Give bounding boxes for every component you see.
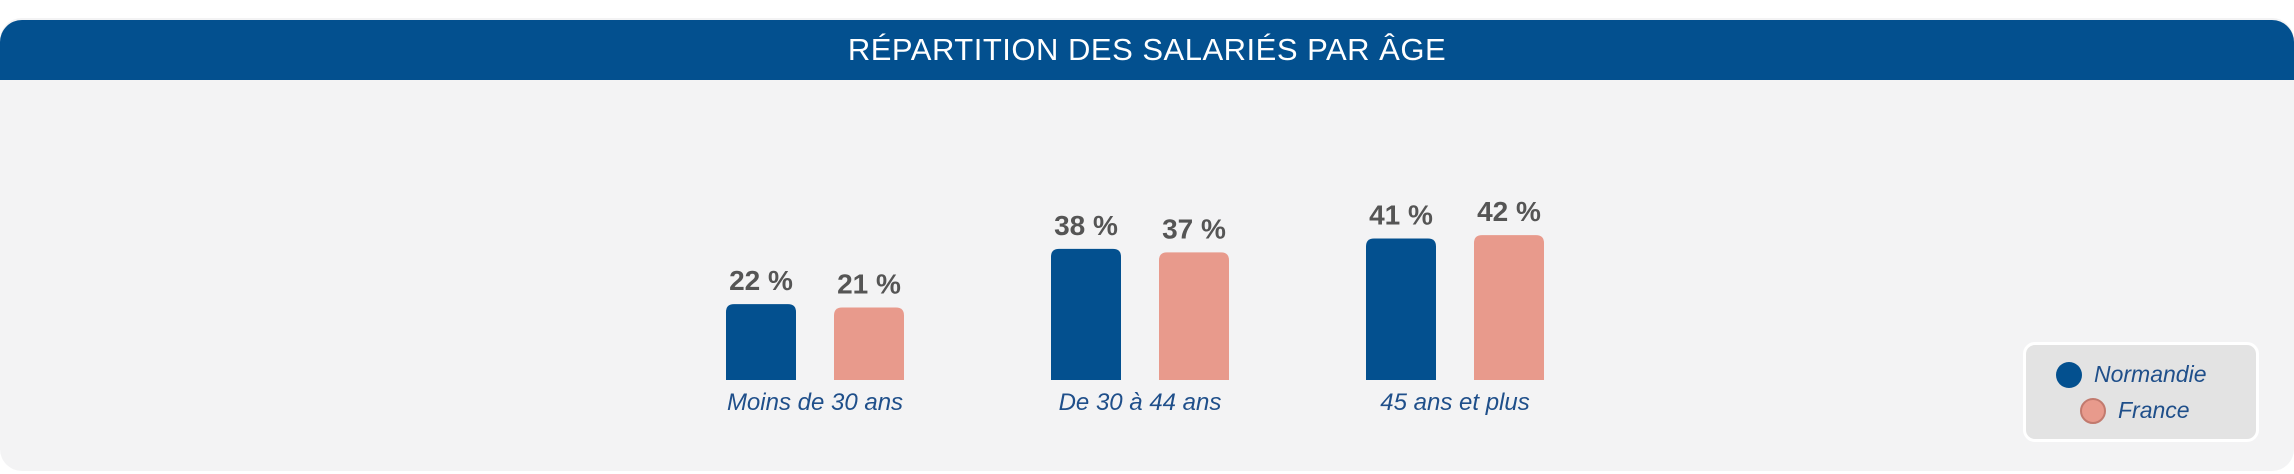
value-label-normandie-moins-de-30-ans: 22 % <box>729 265 793 296</box>
legend-label-france: France <box>2118 397 2190 423</box>
bar-normandie-de-30-a-44-ans <box>1051 248 1121 380</box>
bar-france-moins-de-30-ans <box>834 307 904 380</box>
bar-france-45-ans-et-plus <box>1474 235 1544 380</box>
legend-swatch-normandie <box>2056 361 2082 388</box>
value-label-normandie-de-30-a-44-ans: 38 % <box>1054 210 1118 241</box>
title-bar: RÉPARTITION DES SALARIÉS PAR ÂGE <box>0 20 2294 80</box>
chart-title: RÉPARTITION DES SALARIÉS PAR ÂGE <box>847 32 1447 67</box>
category-label-de-30-a-44-ans: De 30 à 44 ans <box>1059 389 1222 416</box>
bar-normandie-45-ans-et-plus <box>1366 238 1436 380</box>
legend: Normandie France <box>2023 342 2259 442</box>
category-label-moins-de-30-ans: Moins de 30 ans <box>727 389 903 416</box>
value-label-normandie-45-ans-et-plus: 41 % <box>1369 200 1433 231</box>
value-label-france-45-ans-et-plus: 42 % <box>1477 196 1541 227</box>
value-label-france-moins-de-30-ans: 21 % <box>837 269 901 300</box>
legend-item-france: France <box>2080 397 2190 424</box>
chart-card <box>0 18 2294 471</box>
category-label-45-ans-et-plus: 45 ans et plus <box>1380 389 1529 416</box>
value-label-france-de-30-a-44-ans: 37 % <box>1162 213 1226 244</box>
legend-swatch-france <box>2080 397 2106 424</box>
legend-item-normandie: Normandie <box>2056 361 2207 388</box>
bar-normandie-moins-de-30-ans <box>726 304 796 380</box>
bar-france-de-30-a-44-ans <box>1159 252 1229 380</box>
legend-label-normandie: Normandie <box>2094 361 2207 387</box>
